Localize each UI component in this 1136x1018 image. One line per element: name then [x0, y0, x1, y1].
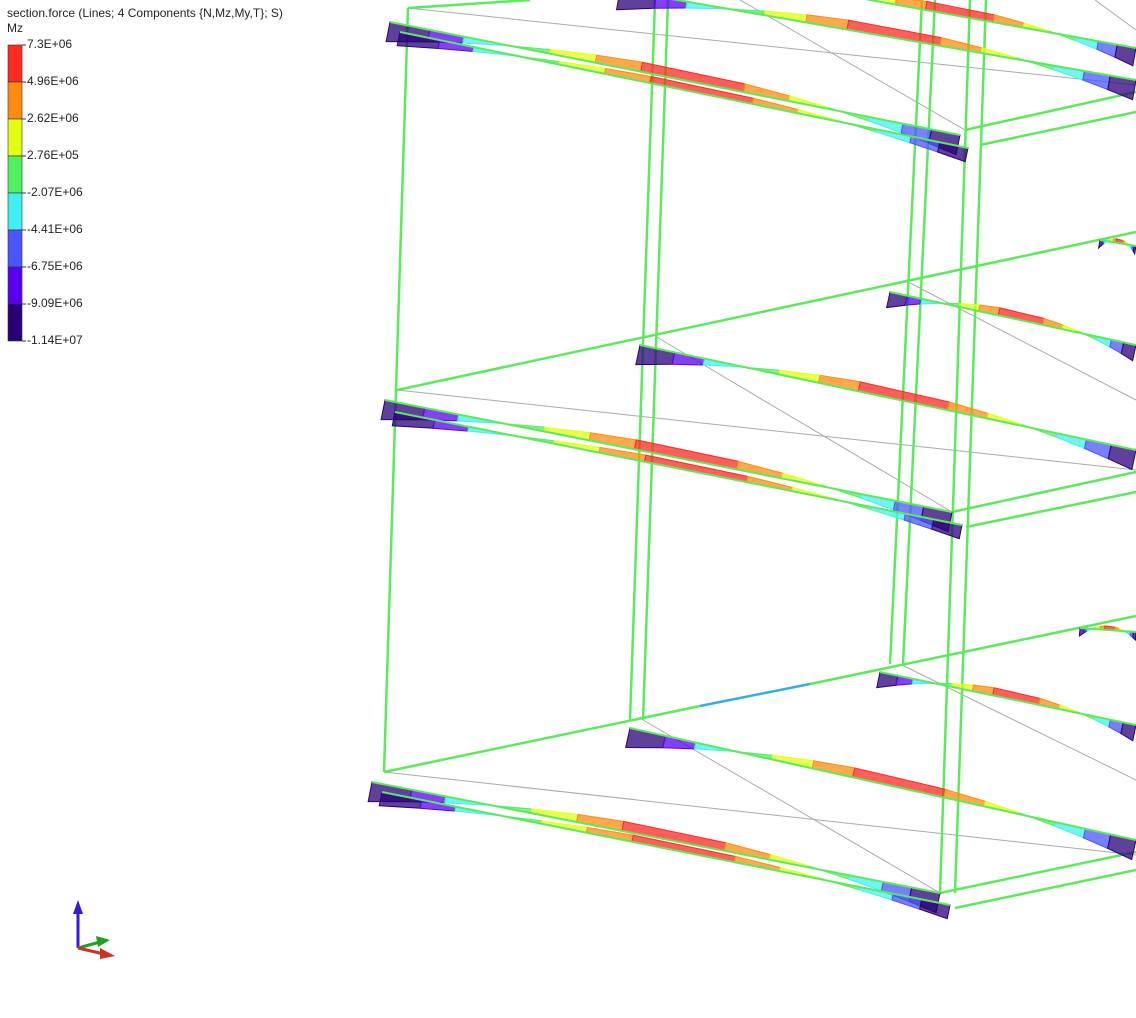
legend-label: -1.14E+07: [27, 333, 83, 347]
axis-z-head: [73, 900, 83, 914]
axis-x: [77, 946, 105, 956]
beam: [699, 682, 811, 708]
beam: [1099, 239, 1136, 247]
beam: [951, 470, 1136, 514]
beam: [979, 110, 1136, 147]
guide-line: [383, 771, 1136, 856]
beam: [381, 791, 951, 906]
beam: [396, 230, 1136, 392]
beam: [371, 781, 941, 894]
beam: [964, 90, 1136, 132]
legend-label: -6.75E+06: [27, 259, 83, 273]
beam: [384, 399, 953, 513]
axis-x-head: [100, 948, 115, 959]
column: [382, 7, 410, 773]
legend-band: [7, 118, 23, 157]
beam: [394, 411, 963, 526]
beam: [1079, 627, 1136, 633]
guide-line: [909, 282, 1136, 401]
beam: [879, 671, 1136, 726]
legend-label: 2.76E+05: [27, 148, 79, 162]
legend: 7.3E+06 4.96E+06 2.62E+06 2.76E+05 -2.07E+06…: [7, 37, 83, 347]
component-label: Mz: [7, 21, 23, 35]
legend-band: [7, 266, 23, 305]
legend-band: [7, 44, 23, 83]
beam: [389, 21, 961, 136]
beam: [383, 704, 701, 774]
beam: [965, 490, 1136, 529]
beam: [889, 291, 1136, 346]
frame: [382, 0, 1136, 910]
guide-line: [1094, 0, 1136, 31]
guide-line: [739, 0, 966, 131]
legend-band: [7, 81, 23, 120]
legend-band: [7, 155, 23, 194]
beam: [399, 31, 969, 149]
legend-band: [7, 229, 23, 268]
legend-label: 4.96E+06: [27, 74, 79, 88]
moment-segment: [852, 767, 947, 799]
axis-y: [77, 940, 101, 950]
legend-label: 7.3E+06: [27, 37, 72, 51]
legend-label: 2.62E+06: [27, 111, 79, 125]
beam: [864, 0, 1136, 49]
column: [888, 0, 924, 665]
axis-triad: [73, 900, 115, 959]
axis-y-head: [96, 936, 110, 947]
moment-segment: [615, 0, 656, 11]
legend-label: -4.41E+06: [27, 222, 83, 236]
moment-segment: [946, 401, 989, 420]
column: [901, 0, 937, 665]
moment-segment: [805, 14, 850, 31]
guide-lines: [383, 0, 1136, 894]
moment-segment: [939, 37, 983, 54]
beam: [939, 850, 1136, 895]
column: [953, 0, 988, 894]
beam: [954, 868, 1136, 910]
guide-line: [407, 7, 1136, 86]
legend-label: -2.07E+06: [27, 185, 83, 199]
beam: [407, 0, 531, 10]
beam: [639, 344, 1136, 451]
result-title: section.force (Lines; 4 Components {N,Mz…: [7, 6, 283, 20]
guide-line: [396, 389, 1136, 471]
beam: [809, 614, 1136, 686]
beam: [671, 0, 1136, 81]
legend-band: [7, 192, 23, 231]
moment-diagrams: [367, 0, 1136, 920]
legend-label: -9.09E+06: [27, 296, 83, 310]
beam: [629, 727, 1136, 841]
legend-band: [7, 303, 23, 342]
